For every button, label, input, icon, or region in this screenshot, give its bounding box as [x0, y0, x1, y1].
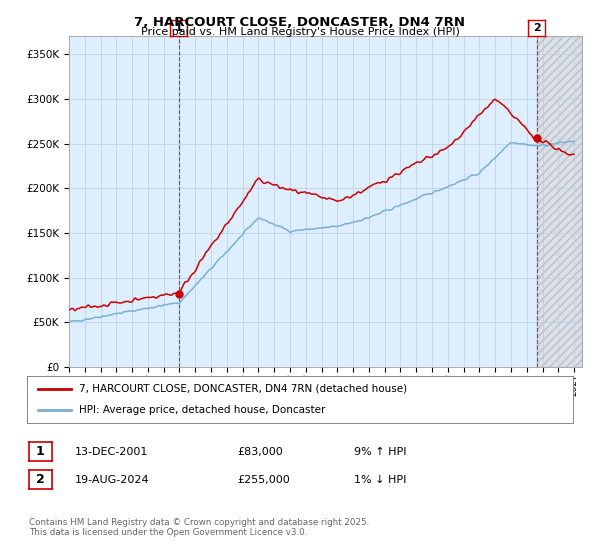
Text: 2: 2 — [36, 473, 44, 487]
Text: 1: 1 — [36, 445, 44, 459]
Text: 19-AUG-2024: 19-AUG-2024 — [75, 475, 149, 485]
Text: £255,000: £255,000 — [237, 475, 290, 485]
Text: 1: 1 — [175, 23, 182, 33]
Text: 9% ↑ HPI: 9% ↑ HPI — [354, 447, 407, 457]
Text: 13-DEC-2001: 13-DEC-2001 — [75, 447, 148, 457]
Text: £83,000: £83,000 — [237, 447, 283, 457]
Text: 7, HARCOURT CLOSE, DONCASTER, DN4 7RN (detached house): 7, HARCOURT CLOSE, DONCASTER, DN4 7RN (d… — [79, 384, 407, 394]
Text: Price paid vs. HM Land Registry's House Price Index (HPI): Price paid vs. HM Land Registry's House … — [140, 27, 460, 37]
Text: HPI: Average price, detached house, Doncaster: HPI: Average price, detached house, Donc… — [79, 405, 325, 416]
Text: 1% ↓ HPI: 1% ↓ HPI — [354, 475, 406, 485]
Text: 2: 2 — [533, 23, 541, 33]
Text: 7, HARCOURT CLOSE, DONCASTER, DN4 7RN: 7, HARCOURT CLOSE, DONCASTER, DN4 7RN — [134, 16, 466, 29]
Bar — [536, 36, 582, 367]
Text: Contains HM Land Registry data © Crown copyright and database right 2025.
This d: Contains HM Land Registry data © Crown c… — [29, 518, 369, 538]
